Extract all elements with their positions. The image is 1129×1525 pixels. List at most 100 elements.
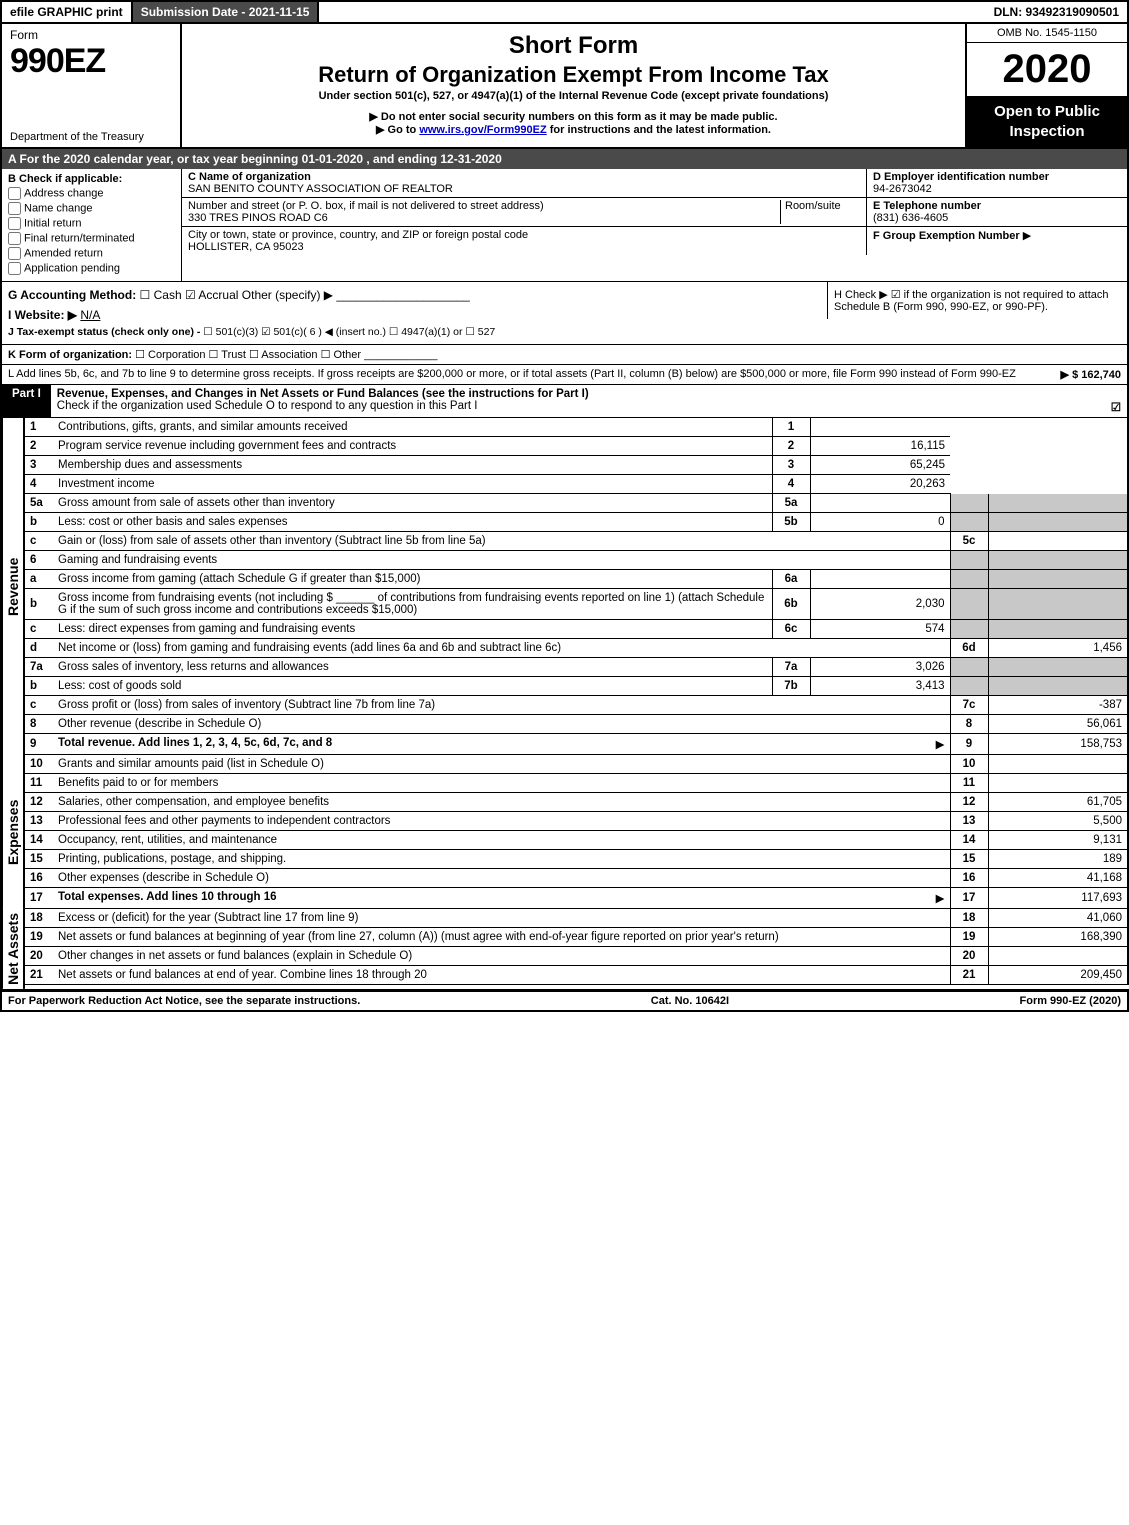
line-15-desc: Printing, publications, postage, and shi… bbox=[53, 850, 950, 869]
main-title: Return of Organization Exempt From Incom… bbox=[190, 62, 957, 88]
line-5a-subval bbox=[810, 494, 950, 513]
label-org-name: C Name of organization bbox=[188, 171, 311, 183]
line-6b-subval: 2,030 bbox=[810, 589, 950, 620]
line-5c-num: c bbox=[25, 532, 53, 551]
irs-link[interactable]: www.irs.gov/Form990EZ bbox=[419, 124, 546, 136]
line-10-desc: Grants and similar amounts paid (list in… bbox=[53, 755, 950, 774]
line-7a-num: 7a bbox=[25, 658, 53, 677]
line-11-num: 11 bbox=[25, 774, 53, 793]
part1-title: Revenue, Expenses, and Changes in Net As… bbox=[57, 388, 589, 400]
line-6a-sub: 6a bbox=[772, 570, 810, 589]
line-3-box: 3 bbox=[772, 456, 810, 475]
check-application-pending[interactable]: Application pending bbox=[8, 262, 175, 275]
line-12-desc: Salaries, other compensation, and employ… bbox=[53, 793, 950, 812]
check-amended-return[interactable]: Amended return bbox=[8, 247, 175, 260]
line-14-desc: Occupancy, rent, utilities, and maintena… bbox=[53, 831, 950, 850]
line-7b-subval: 3,413 bbox=[810, 677, 950, 696]
footer-right: Form 990-EZ (2020) bbox=[1020, 995, 1121, 1007]
line-11-desc: Benefits paid to or for members bbox=[53, 774, 950, 793]
line-19-num: 19 bbox=[25, 928, 53, 947]
efile-label[interactable]: efile GRAPHIC print bbox=[2, 2, 131, 22]
line-5a-num: 5a bbox=[25, 494, 53, 513]
line-3-val: 65,245 bbox=[810, 456, 950, 475]
line-8-val: 56,061 bbox=[988, 715, 1128, 734]
line-6c-sub: 6c bbox=[772, 620, 810, 639]
line-9-desc: Total revenue. Add lines 1, 2, 3, 4, 5c,… bbox=[58, 737, 332, 749]
top-bar: efile GRAPHIC print Submission Date - 20… bbox=[0, 0, 1129, 24]
line-13-box: 13 bbox=[950, 812, 988, 831]
line-6c-desc: Less: direct expenses from gaming and fu… bbox=[53, 620, 772, 639]
line-16-val: 41,168 bbox=[988, 869, 1128, 888]
line-6b-num: b bbox=[25, 589, 53, 620]
line-1-num: 1 bbox=[25, 418, 53, 437]
line-16-num: 16 bbox=[25, 869, 53, 888]
check-initial-return[interactable]: Initial return bbox=[8, 217, 175, 230]
k-options[interactable]: ☐ Corporation ☐ Trust ☐ Association ☐ Ot… bbox=[135, 349, 361, 361]
h-text[interactable]: H Check ▶ ☑ if the organization is not r… bbox=[834, 289, 1109, 313]
line-5b-num: b bbox=[25, 513, 53, 532]
dept-label: Department of the Treasury bbox=[10, 131, 144, 143]
g-accrual[interactable]: Accrual bbox=[198, 288, 238, 302]
city-value: HOLLISTER, CA 95023 bbox=[188, 241, 304, 253]
line-19-box: 19 bbox=[950, 928, 988, 947]
label-phone: E Telephone number bbox=[873, 200, 981, 212]
form-header: Form 990EZ Department of the Treasury Sh… bbox=[0, 24, 1129, 149]
line-13-val: 5,500 bbox=[988, 812, 1128, 831]
side-revenue: Revenue bbox=[2, 418, 25, 755]
line-6a-subval bbox=[810, 570, 950, 589]
line-5a-desc: Gross amount from sale of assets other t… bbox=[58, 497, 335, 509]
g-other[interactable]: Other (specify) ▶ bbox=[242, 288, 333, 302]
label-room: Room/suite bbox=[785, 200, 841, 212]
line-17-val: 117,693 bbox=[988, 888, 1128, 909]
note-goto: ▶ Go to www.irs.gov/Form990EZ for instru… bbox=[190, 123, 957, 136]
line-5c-val bbox=[988, 532, 1128, 551]
line-14-num: 14 bbox=[25, 831, 53, 850]
line-17-desc: Total expenses. Add lines 10 through 16 bbox=[58, 891, 277, 903]
omb-number: OMB No. 1545-1150 bbox=[967, 24, 1127, 43]
line-2-val: 16,115 bbox=[810, 437, 950, 456]
line-6-desc: Gaming and fundraising events bbox=[53, 551, 950, 570]
line-13-num: 13 bbox=[25, 812, 53, 831]
g-label: G Accounting Method: bbox=[8, 288, 136, 302]
line-6d-desc: Net income or (loss) from gaming and fun… bbox=[53, 639, 950, 658]
line-3-num: 3 bbox=[25, 456, 53, 475]
line-6b-desc1: Gross income from fundraising events (no… bbox=[58, 592, 333, 604]
subtitle: Under section 501(c), 527, or 4947(a)(1)… bbox=[190, 90, 957, 102]
check-name-change[interactable]: Name change bbox=[8, 202, 175, 215]
tax-year: 2020 bbox=[967, 43, 1127, 96]
line-17-num: 17 bbox=[25, 888, 53, 909]
line-18-box: 18 bbox=[950, 909, 988, 928]
line-7c-box: 7c bbox=[950, 696, 988, 715]
line-7c-val: -387 bbox=[988, 696, 1128, 715]
form-number: 990EZ bbox=[10, 42, 105, 80]
line-2-box: 2 bbox=[772, 437, 810, 456]
line-13-desc: Professional fees and other payments to … bbox=[53, 812, 950, 831]
label-ein: D Employer identification number bbox=[873, 171, 1049, 183]
header-info-block: B Check if applicable: Address change Na… bbox=[0, 169, 1129, 282]
line-6d-box: 6d bbox=[950, 639, 988, 658]
j-options[interactable]: ☐ 501(c)(3) ☑ 501(c)( 6 ) ◀ (insert no.)… bbox=[203, 326, 495, 338]
check-address-change[interactable]: Address change bbox=[8, 187, 175, 200]
line-12-val: 61,705 bbox=[988, 793, 1128, 812]
line-6c-num: c bbox=[25, 620, 53, 639]
part1-check-text: Check if the organization used Schedule … bbox=[57, 400, 478, 412]
label-city: City or town, state or province, country… bbox=[188, 229, 528, 241]
line-10-val bbox=[988, 755, 1128, 774]
line-2-desc: Program service revenue including govern… bbox=[53, 437, 772, 456]
label-street: Number and street (or P. O. box, if mail… bbox=[188, 200, 544, 212]
line-17-box: 17 bbox=[950, 888, 988, 909]
line-2-num: 2 bbox=[25, 437, 53, 456]
line-18-desc: Excess or (deficit) for the year (Subtra… bbox=[53, 909, 950, 928]
line-4-box: 4 bbox=[772, 475, 810, 494]
line-5a-sub: 5a bbox=[772, 494, 810, 513]
g-cash[interactable]: Cash bbox=[154, 288, 182, 302]
side-expenses: Expenses bbox=[2, 755, 25, 909]
line-20-box: 20 bbox=[950, 947, 988, 966]
part1-label: Part I bbox=[2, 385, 51, 417]
grey-cell bbox=[950, 494, 988, 513]
line-11-box: 11 bbox=[950, 774, 988, 793]
line-12-num: 12 bbox=[25, 793, 53, 812]
line-1-desc: Contributions, gifts, grants, and simila… bbox=[53, 418, 772, 437]
form-label: Form bbox=[10, 28, 38, 42]
check-final-return[interactable]: Final return/terminated bbox=[8, 232, 175, 245]
